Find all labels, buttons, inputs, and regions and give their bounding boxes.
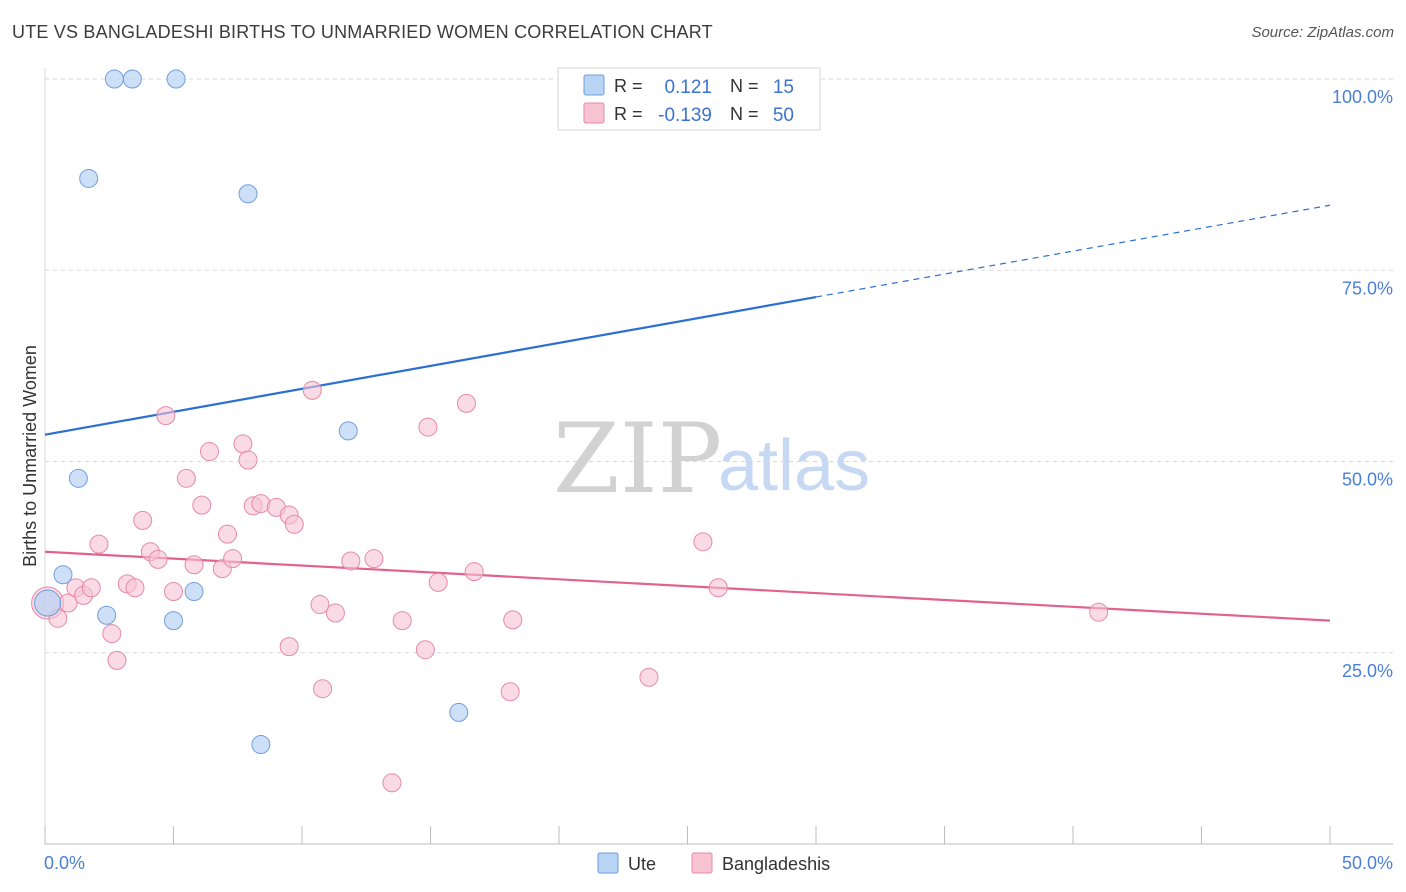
y-tick-label: 50.0% — [1342, 470, 1393, 490]
y-tick-label: 25.0% — [1342, 661, 1393, 681]
bang-point[interactable] — [81, 578, 101, 598]
ute-point[interactable] — [97, 605, 117, 625]
ute-point[interactable] — [164, 611, 183, 631]
y-tick-label: 100.0% — [1332, 87, 1393, 107]
bang-point[interactable] — [428, 572, 448, 592]
x-tick-label: 0.0% — [44, 853, 85, 873]
bang-point[interactable] — [284, 514, 304, 534]
bang-point[interactable] — [456, 393, 476, 413]
bang-point[interactable] — [148, 549, 168, 569]
bang-point[interactable] — [325, 603, 345, 623]
chart-title: UTE VS BANGLADESHI BIRTHS TO UNMARRIED W… — [12, 22, 713, 42]
ute-point[interactable] — [166, 69, 186, 89]
ute-point[interactable] — [184, 582, 204, 602]
legend-bottom-ute-label[interactable]: Ute — [628, 854, 656, 874]
bang-point[interactable] — [156, 406, 176, 426]
bang-point[interactable] — [693, 532, 713, 552]
bang-point[interactable] — [313, 679, 333, 699]
source-label[interactable]: Source: ZipAtlas.com — [1251, 24, 1394, 41]
bang-point[interactable] — [392, 611, 412, 631]
bang-point[interactable] — [102, 624, 122, 644]
ute-trend-line-extension — [815, 204, 1331, 298]
bang-point[interactable] — [279, 637, 299, 657]
bang-point[interactable] — [176, 468, 196, 488]
legend-bang-r-value: -0.139 — [658, 105, 712, 126]
ute-point[interactable] — [122, 69, 142, 89]
legend-bang-n-label: N = — [730, 104, 759, 124]
bang-point[interactable] — [133, 510, 153, 530]
bang-point[interactable] — [184, 555, 204, 575]
bang-point[interactable] — [464, 562, 484, 582]
legend-bottom-bang-label: Bangladeshis — [722, 854, 830, 874]
legend-ute-n-label: N = — [730, 76, 759, 96]
bang-point[interactable] — [89, 534, 109, 554]
bang-point[interactable] — [302, 380, 322, 400]
legend-ute-swatch[interactable] — [583, 74, 605, 96]
bang-point[interactable] — [223, 549, 243, 569]
ute-point[interactable] — [104, 69, 124, 89]
bang-point[interactable] — [125, 578, 145, 598]
bang-point[interactable] — [1089, 602, 1109, 622]
ute-point[interactable] — [79, 168, 99, 188]
bang-point[interactable] — [233, 434, 253, 454]
ute-point[interactable] — [68, 468, 88, 488]
axes: 100.0% 75.0% 50.0% 25.0% 0.0% 50.0% — [44, 68, 1393, 873]
legend-bang-swatch[interactable] — [583, 102, 605, 124]
legend-bottom-ute-swatch[interactable] — [597, 852, 619, 874]
gridlines — [45, 78, 1393, 654]
bang-point[interactable] — [310, 595, 330, 615]
legend-bang-r-label: R = — [614, 104, 643, 124]
bang-point[interactable] — [503, 610, 523, 630]
legend-bang-n-value: 50 — [773, 105, 794, 126]
bang-trend-line — [44, 550, 1331, 622]
ute-point[interactable] — [251, 735, 271, 755]
watermark: ZIP atlas — [553, 403, 870, 515]
legend-stats: R = 0.121 N = 15 R = -0.139 N = 50 — [557, 67, 821, 131]
watermark-zip: ZIP — [553, 403, 722, 515]
ute-point[interactable] — [34, 589, 62, 617]
ute-point[interactable] — [449, 702, 469, 722]
bang-point[interactable] — [238, 450, 258, 470]
bang-point[interactable] — [199, 442, 219, 462]
bang-point[interactable] — [500, 682, 520, 702]
ute-point[interactable] — [338, 421, 358, 441]
legend-series: Ute Bangladeshis — [597, 852, 830, 874]
bang-point[interactable] — [107, 650, 127, 670]
bang-point[interactable] — [418, 417, 438, 437]
y-axis-title: Births to Unmarried Women — [20, 345, 40, 567]
bang-point[interactable] — [639, 667, 659, 687]
bang-point[interactable] — [415, 640, 435, 660]
ute-point[interactable] — [238, 184, 258, 204]
bang-point[interactable] — [217, 524, 237, 544]
bang-point[interactable] — [708, 578, 728, 598]
bang-point[interactable] — [164, 582, 183, 602]
watermark-atlas: atlas — [718, 426, 870, 506]
bang-point[interactable] — [192, 495, 212, 515]
bang-point[interactable] — [382, 773, 402, 793]
y-tick-label: 75.0% — [1342, 278, 1393, 298]
x-tick-label: 50.0% — [1342, 853, 1393, 873]
legend-ute-r-label: R = — [614, 76, 643, 96]
legend-ute-r-value: 0.121 — [664, 77, 712, 98]
bang-point[interactable] — [364, 549, 384, 569]
legend-ute-n-value: 15 — [773, 77, 794, 98]
bang-point[interactable] — [341, 551, 361, 571]
ute-point[interactable] — [53, 565, 73, 585]
legend-bottom-bang-swatch[interactable] — [691, 852, 713, 874]
